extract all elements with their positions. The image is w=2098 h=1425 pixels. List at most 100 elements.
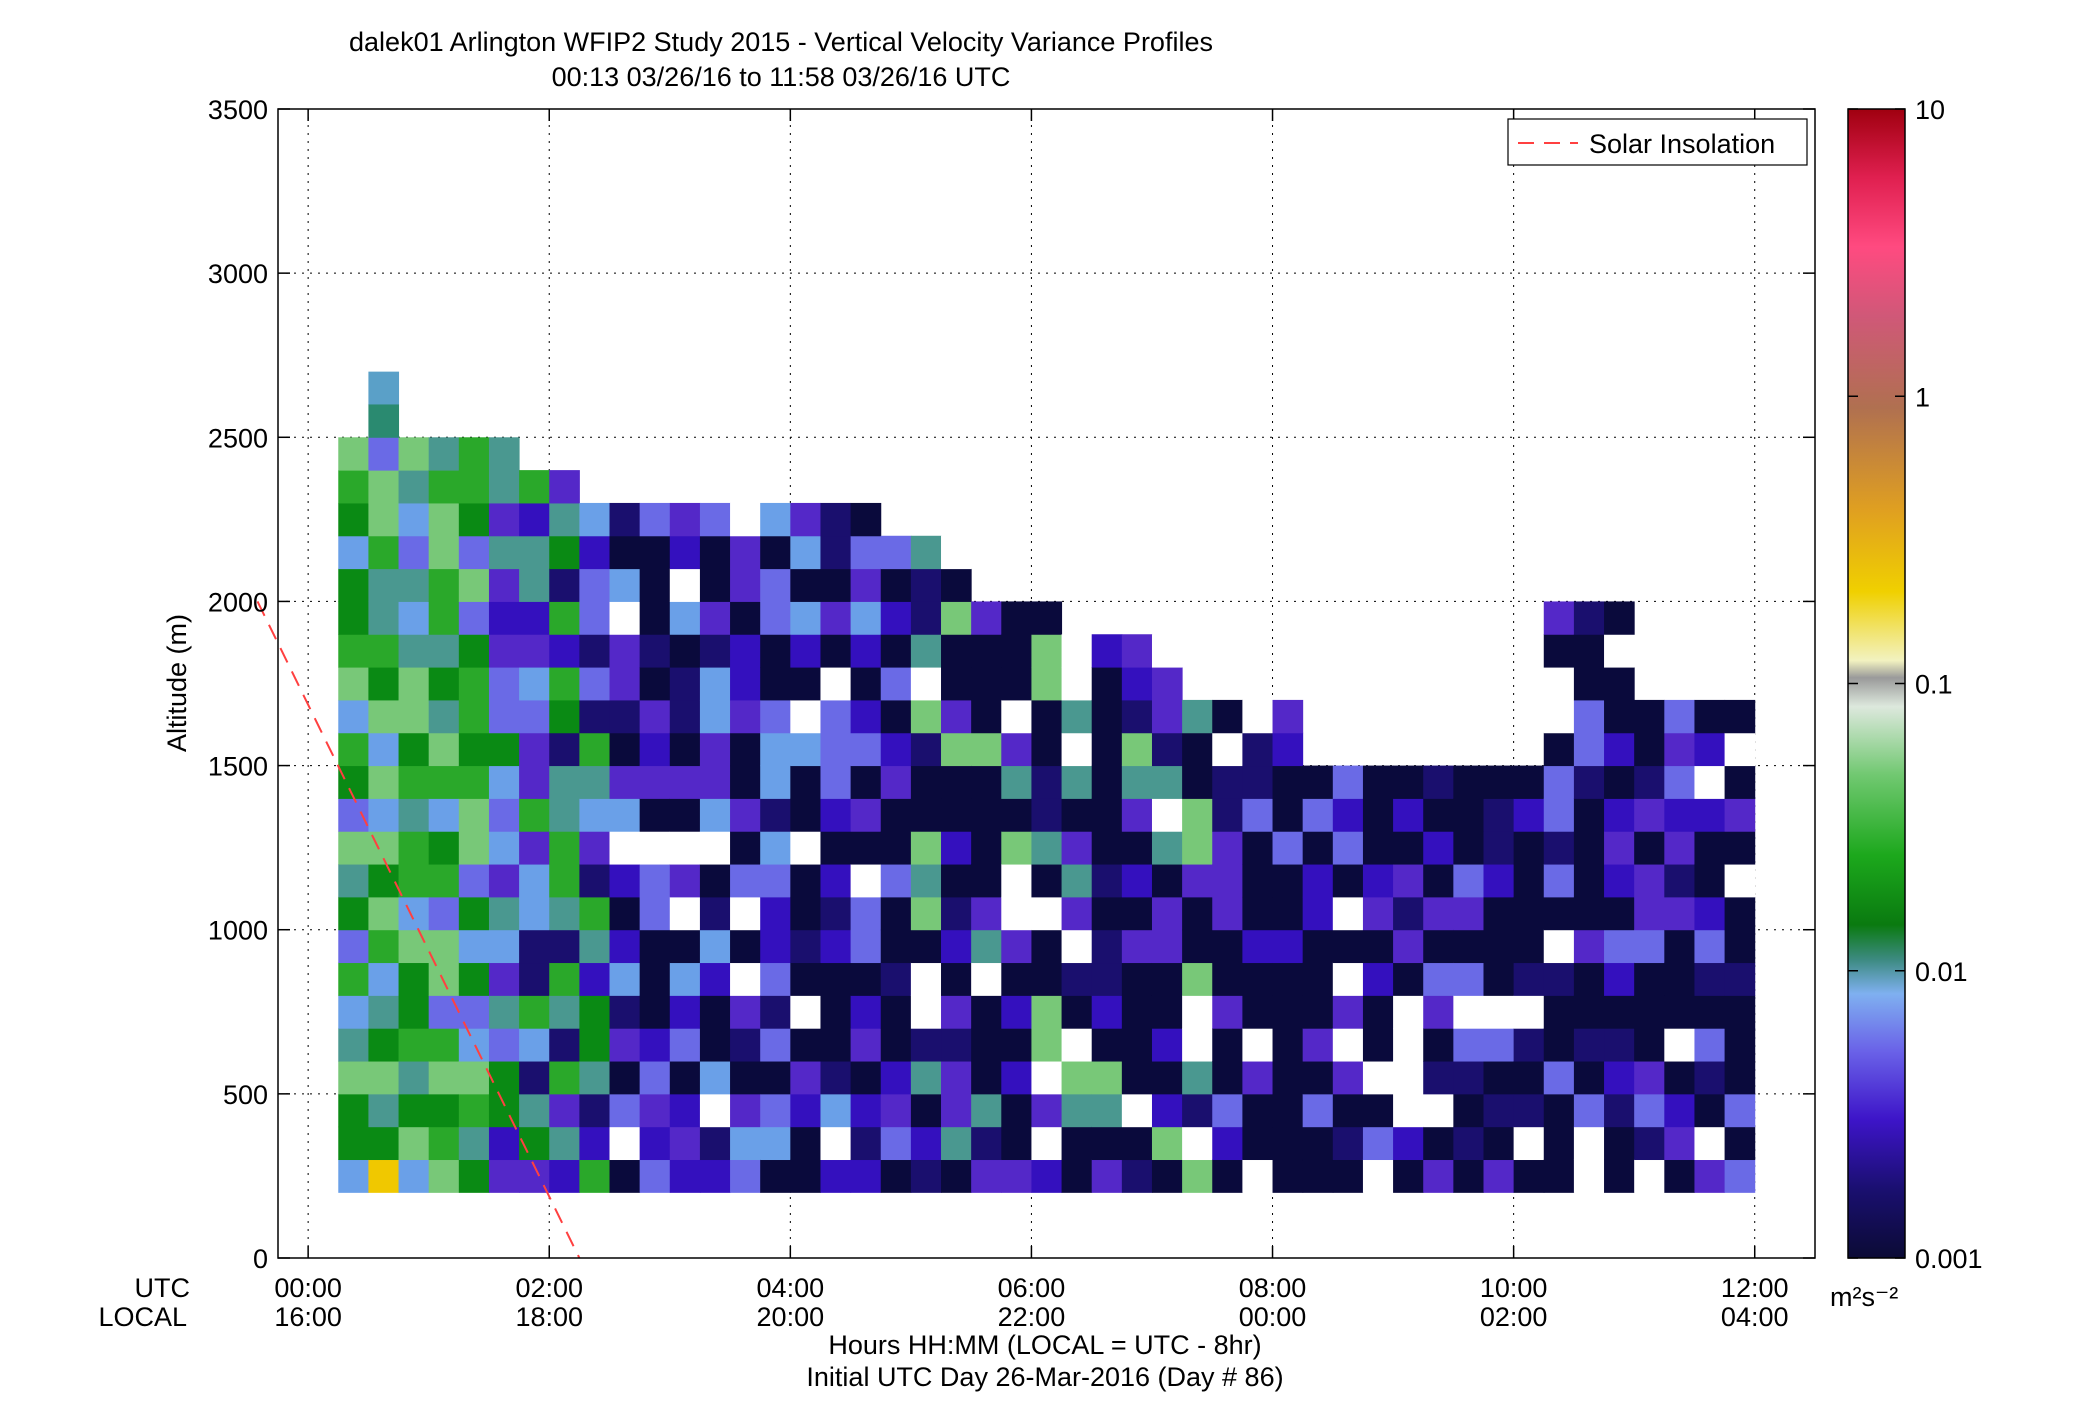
heatmap-cell (941, 535, 972, 570)
heatmap-cell (1664, 1061, 1695, 1095)
heatmap-cell (1573, 1159, 1605, 1193)
heatmap-cell (1573, 1028, 1605, 1062)
heatmap-cell (1001, 1061, 1032, 1095)
heatmap-cell (609, 634, 641, 668)
heatmap-cell (1543, 995, 1575, 1029)
heatmap-cell (458, 1061, 490, 1095)
heatmap-cell (1061, 1028, 1093, 1062)
heatmap-cell (669, 601, 701, 635)
heatmap-cell (368, 371, 400, 405)
heatmap-cell (338, 995, 369, 1029)
heatmap-cell (428, 601, 460, 635)
heatmap-cell (850, 1159, 882, 1193)
heatmap-cell (910, 831, 942, 865)
heatmap-cell (1272, 896, 1304, 931)
heatmap-cell (699, 634, 731, 668)
heatmap-cell (1423, 864, 1454, 898)
heatmap-cell (1121, 1093, 1153, 1128)
heatmap-cell (820, 831, 852, 865)
heatmap-cell (1543, 1028, 1575, 1062)
heatmap-cell (1423, 962, 1454, 996)
heatmap-cell (398, 765, 430, 799)
heatmap-cell (579, 699, 611, 734)
heatmap-cell (1694, 1028, 1726, 1062)
heatmap-cell (1393, 929, 1424, 964)
heatmap-cell (639, 962, 671, 996)
heatmap-cell (1513, 798, 1545, 832)
heatmap-cell (1634, 1126, 1665, 1161)
heatmap-cell (1212, 765, 1243, 799)
heatmap-cell (519, 831, 550, 865)
heatmap-cell (609, 896, 641, 931)
heatmap-cell (1573, 1061, 1605, 1095)
heatmap-cell (488, 1159, 520, 1193)
heatmap-cell (1242, 732, 1274, 767)
heatmap-cell (1604, 1126, 1635, 1161)
heatmap-cell (820, 1061, 852, 1095)
heatmap-cell (609, 929, 641, 964)
heatmap-cell (428, 896, 460, 931)
heatmap-cell (1453, 1126, 1484, 1161)
heatmap-cell (971, 1028, 1002, 1062)
heatmap-cell (1634, 1093, 1665, 1128)
heatmap-cell (1031, 831, 1063, 865)
heatmap-cell (941, 732, 972, 767)
heatmap-cell (1664, 1093, 1695, 1128)
heatmap-cell (669, 568, 701, 602)
heatmap-cell (549, 535, 580, 570)
heatmap-cell (579, 568, 611, 602)
heatmap-cell (790, 896, 821, 931)
heatmap-cell (549, 962, 580, 996)
heatmap-cell (1573, 667, 1605, 701)
heatmap-cell (1302, 962, 1334, 996)
heatmap-cell (850, 1093, 882, 1128)
heatmap-cell (880, 1028, 912, 1062)
heatmap-cell (1272, 699, 1304, 734)
heatmap-cell (639, 995, 671, 1029)
heatmap-cell (1242, 1028, 1274, 1062)
heatmap-cell (398, 535, 430, 570)
heatmap-cell (1362, 995, 1394, 1029)
heatmap-cell (910, 634, 942, 668)
heatmap-cell (609, 962, 641, 996)
heatmap-cell (1151, 1061, 1183, 1095)
heatmap-cell (1483, 995, 1515, 1029)
heatmap-cell (1001, 962, 1032, 996)
heatmap-cell (1362, 929, 1394, 964)
heatmap-cell (1513, 1093, 1545, 1128)
heatmap-cell (1242, 1093, 1274, 1128)
heatmap-cell (910, 864, 942, 898)
heatmap-cell (1634, 896, 1665, 931)
heatmap-cell (1573, 798, 1605, 832)
solar-insolation-line (256, 600, 581, 1259)
heatmap-cell (1634, 798, 1665, 832)
heatmap-cell (1694, 896, 1726, 931)
heatmap-cell (609, 699, 641, 734)
heatmap-cell (971, 1126, 1002, 1161)
heatmap-cell (1543, 1061, 1575, 1095)
heatmap-cell (1724, 995, 1756, 1029)
heatmap-cell (519, 1028, 550, 1062)
heatmap-cell (1001, 601, 1032, 635)
heatmap-cell (910, 765, 942, 799)
heatmap-cell (1724, 765, 1756, 799)
heatmap-cell (1061, 667, 1093, 701)
heatmap-cell (1543, 929, 1575, 964)
heatmap-cell (1212, 995, 1243, 1029)
heatmap-cell (488, 502, 520, 537)
heatmap-cell (609, 732, 641, 767)
heatmap-cell (1091, 929, 1123, 964)
x-axis-label: Hours HH:MM (LOCAL = UTC - 8hr) (828, 1330, 1261, 1360)
heatmap-cell (338, 502, 369, 537)
x-axis: 00:0016:0002:0018:0004:0020:0006:0022:00… (274, 109, 1789, 1332)
heatmap-cell (1302, 831, 1334, 865)
heatmap-cell (1332, 1093, 1364, 1128)
heatmap-cell (639, 502, 671, 537)
heatmap-cell (639, 699, 671, 734)
heatmap-cell (1604, 1061, 1635, 1095)
heatmap-cell (1423, 995, 1454, 1029)
heatmap-cell (368, 502, 400, 537)
heatmap-cell (1001, 929, 1032, 964)
heatmap-cell (1362, 798, 1394, 832)
